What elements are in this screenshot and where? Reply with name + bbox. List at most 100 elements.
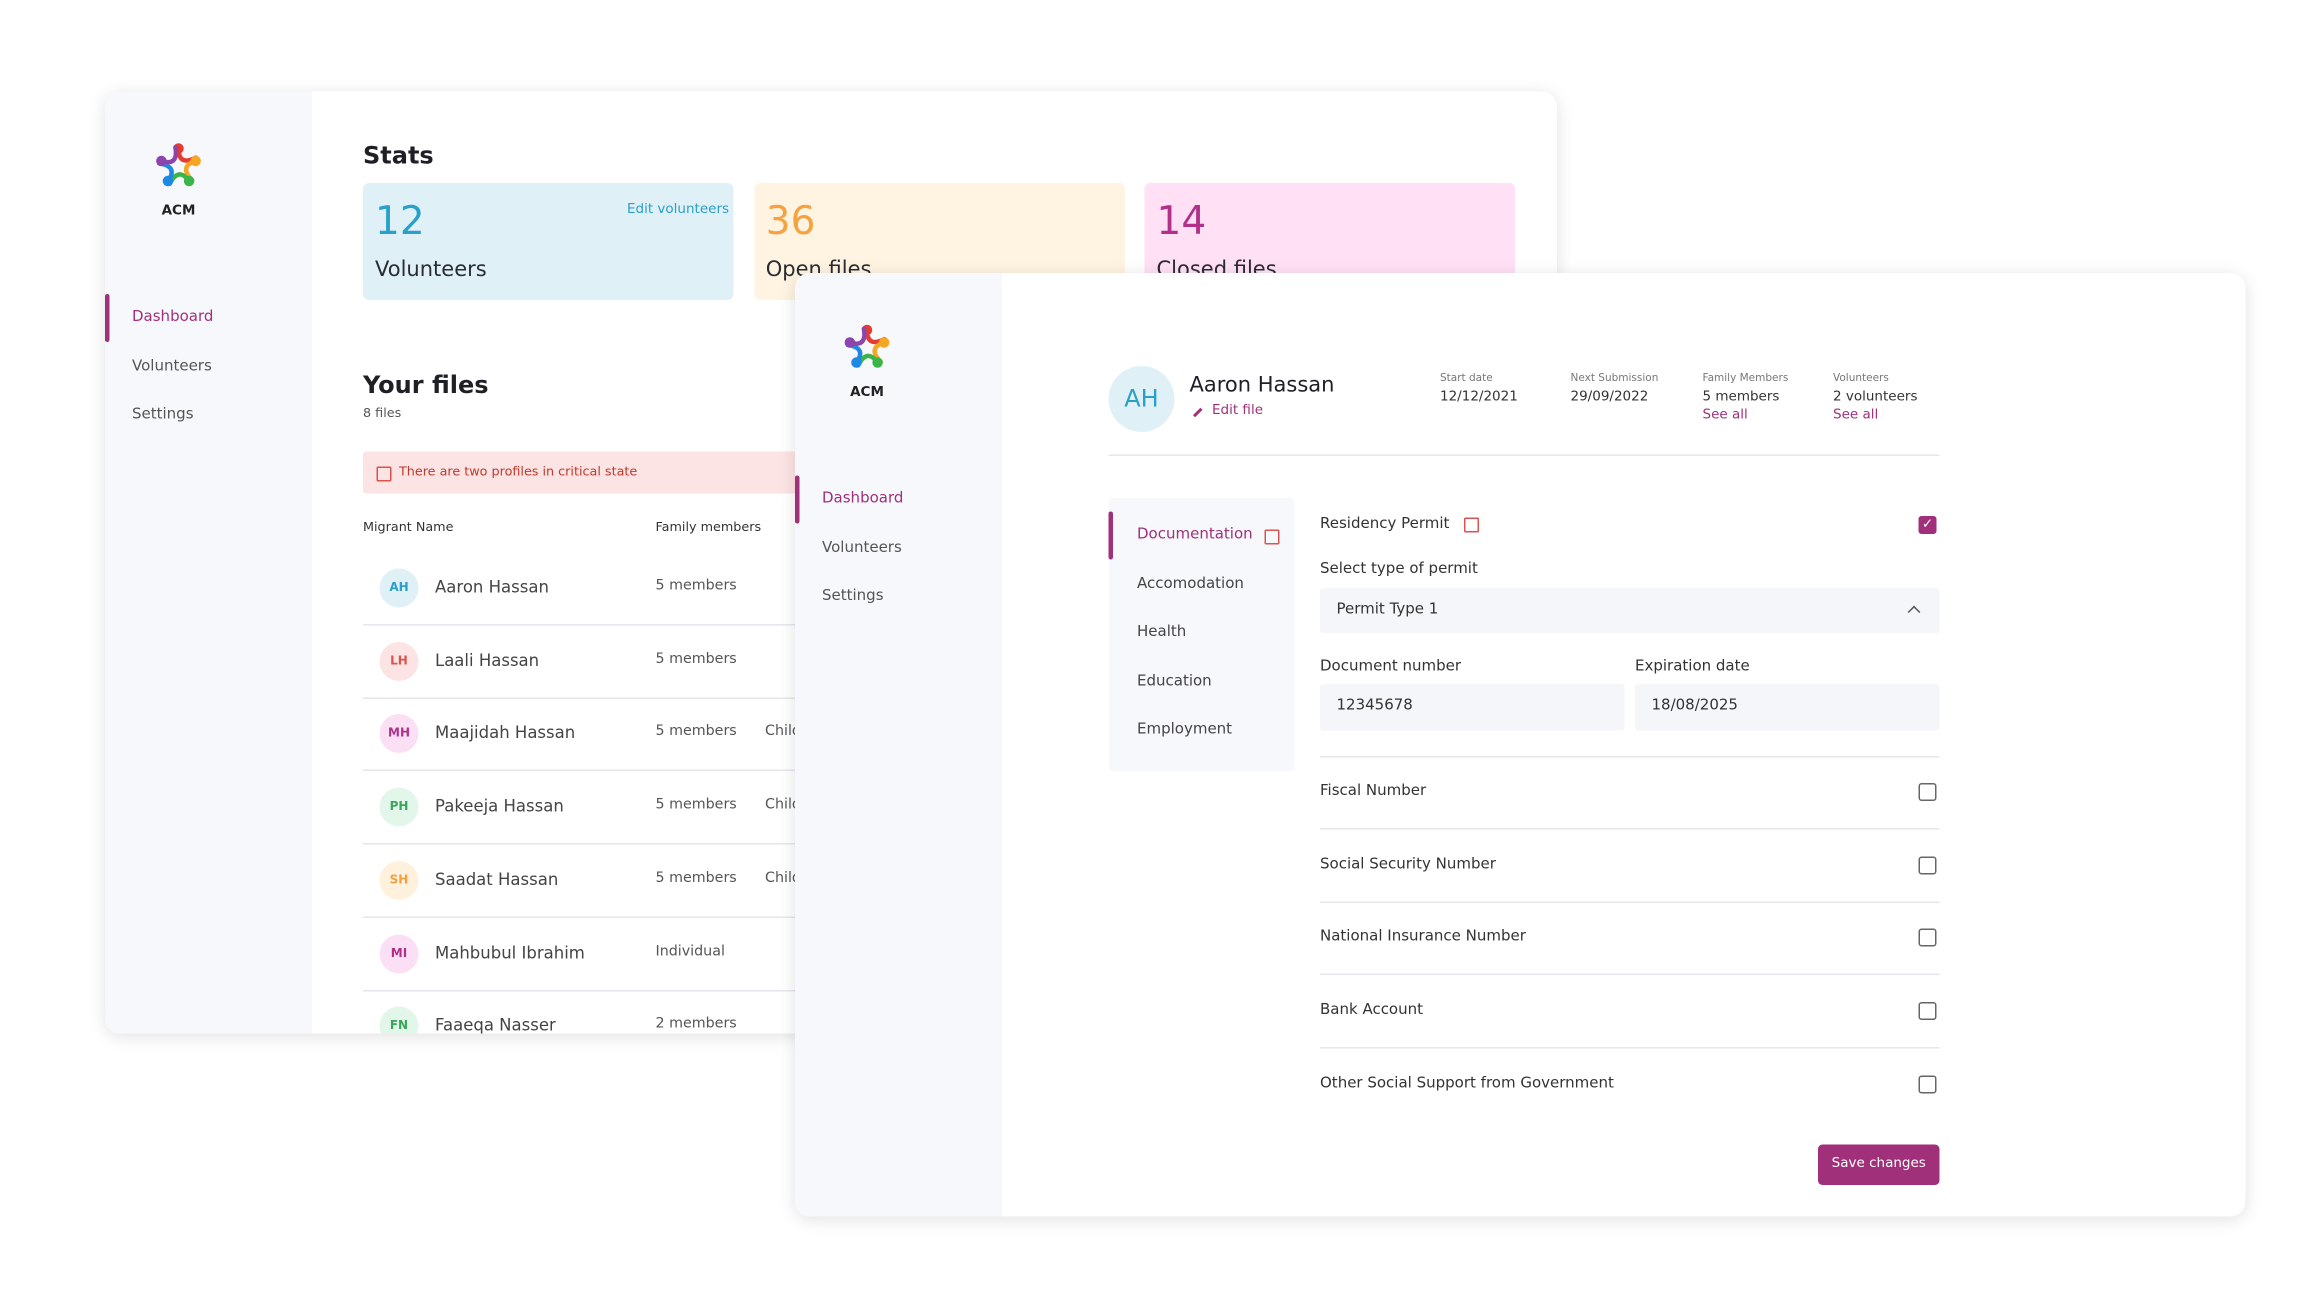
logo: ACM [844,324,890,400]
nav-item[interactable]: Volunteers [822,539,902,556]
header-divider [1108,454,1940,456]
row-divider [1320,901,1940,903]
field-label: Fiscal Number [1320,783,1427,800]
avatar: AH [379,568,419,608]
tab[interactable]: Documentation [1137,526,1253,543]
avatar: FN [379,1006,419,1034]
nav-item[interactable]: Settings [132,406,194,423]
section-divider [1320,756,1940,758]
input-value: 18/08/2025 [1651,697,1738,714]
nav-item[interactable]: Volunteers [132,357,212,375]
alert-text: There are two profiles in critical state [399,465,638,480]
family-size: 5 members [655,650,737,668]
avatar: SH [379,860,419,900]
row-divider [363,916,813,918]
row-divider [363,624,813,626]
family-size: Individual [655,942,725,960]
tab[interactable]: Health [1137,624,1187,641]
family-size: 5 members [655,723,737,741]
stat-value: 12 [375,199,425,245]
migrant-name[interactable]: Laali Hassan [435,650,540,671]
text-input[interactable]: 12345678 [1320,684,1625,731]
logo-text: ACM [162,203,196,219]
column-header[interactable]: Migrant Name [363,520,454,536]
edit-link[interactable]: Edit volunteers [627,202,730,218]
save-button[interactable]: Save changes [1818,1144,1940,1185]
alert-icon [376,466,392,482]
avatar: MH [379,714,419,754]
edit-link[interactable]: Edit file [1212,403,1263,419]
migrant-name[interactable]: Mahbubul Ibrahim [435,942,585,963]
avatar: PH [379,787,419,827]
tab-panel: Documentation Accomodation Health Education… [1108,498,1295,771]
checkbox-checked[interactable]: ✓ [1918,516,1937,534]
select-value: Permit Type 1 [1336,601,1439,618]
section-title: Your files [363,370,489,399]
meta-label: Start date [1440,372,1493,384]
row-divider [363,843,813,845]
active-indicator [795,475,800,524]
family-size: 5 members [655,796,737,814]
checkbox[interactable] [1918,1075,1937,1094]
column-header[interactable]: Family members [655,520,762,536]
migrant-name[interactable]: Faaeqa Nasser [435,1015,556,1034]
field-label: Expiration date [1635,658,1750,675]
migrant-name[interactable]: Maajidah Hassan [435,723,576,744]
nav-item[interactable]: Dashboard [822,490,904,507]
tab[interactable]: Accomodation [1137,575,1244,592]
active-indicator [105,294,110,342]
section-title: Stats [363,141,434,170]
tab[interactable]: Education [1137,672,1212,690]
select[interactable]: Permit Type 1 [1320,588,1940,633]
stat-label: Volunteers [375,258,487,282]
nav-item[interactable]: Settings [822,588,884,605]
field-label: Document number [1320,658,1462,675]
alert-icon [1264,529,1280,545]
family-size: 5 members [655,869,737,887]
field-label: Bank Account [1320,1002,1424,1019]
checkbox[interactable] [1918,929,1937,948]
migrant-name[interactable]: Pakeeja Hassan [435,796,564,817]
row-divider [1320,974,1940,976]
text-input[interactable]: 18/08/2025 [1635,684,1940,731]
stat-value: 36 [765,199,816,245]
logo-text: ACM [850,384,884,400]
avatar: MI [379,933,419,973]
meta-label: Family Members [1702,372,1789,384]
meta-value: 5 members [1702,390,1780,405]
tab[interactable]: Employment [1137,721,1233,738]
row-divider [1320,1047,1940,1049]
migrant-name[interactable]: Aaron Hassan [435,577,549,597]
stat-card: 12 Volunteers Edit volunteers [363,183,734,300]
checkbox[interactable] [1918,783,1937,801]
meta-label: Volunteers [1833,372,1889,384]
alert-icon [1464,517,1479,533]
row-divider [363,697,813,699]
meta-label: Next Submission [1570,372,1659,384]
row-divider [363,989,813,991]
alert-banner: There are two profiles in critical state [363,451,813,494]
avatar: LH [379,641,419,681]
family-size: 2 members [655,1015,737,1033]
stat-value: 14 [1156,199,1207,245]
see-all-link[interactable]: See all [1833,408,1879,423]
field-label: National Insurance Number [1320,929,1526,946]
family-size: 5 members [655,577,737,594]
see-all-link[interactable]: See all [1702,408,1748,423]
edit-icon [1192,407,1203,418]
chevron [1907,605,1921,619]
meta-value: 12/12/2021 [1440,390,1518,405]
migrant-name[interactable]: Saadat Hassan [435,869,559,890]
sidebar [795,273,1002,1217]
input-value: 12345678 [1336,697,1413,714]
files-count: 8 files [363,406,402,422]
checkbox[interactable] [1918,1002,1937,1021]
checkbox[interactable] [1918,856,1937,875]
row-divider [363,770,813,772]
nav-item[interactable]: Dashboard [132,309,214,326]
meta-value: 29/09/2022 [1570,390,1649,405]
field-label: Select type of permit [1320,561,1478,578]
logo: ACM [156,143,201,219]
file-window: ACM Dashboard Volunteers Settings AH Aaron Ha… [795,273,2246,1217]
